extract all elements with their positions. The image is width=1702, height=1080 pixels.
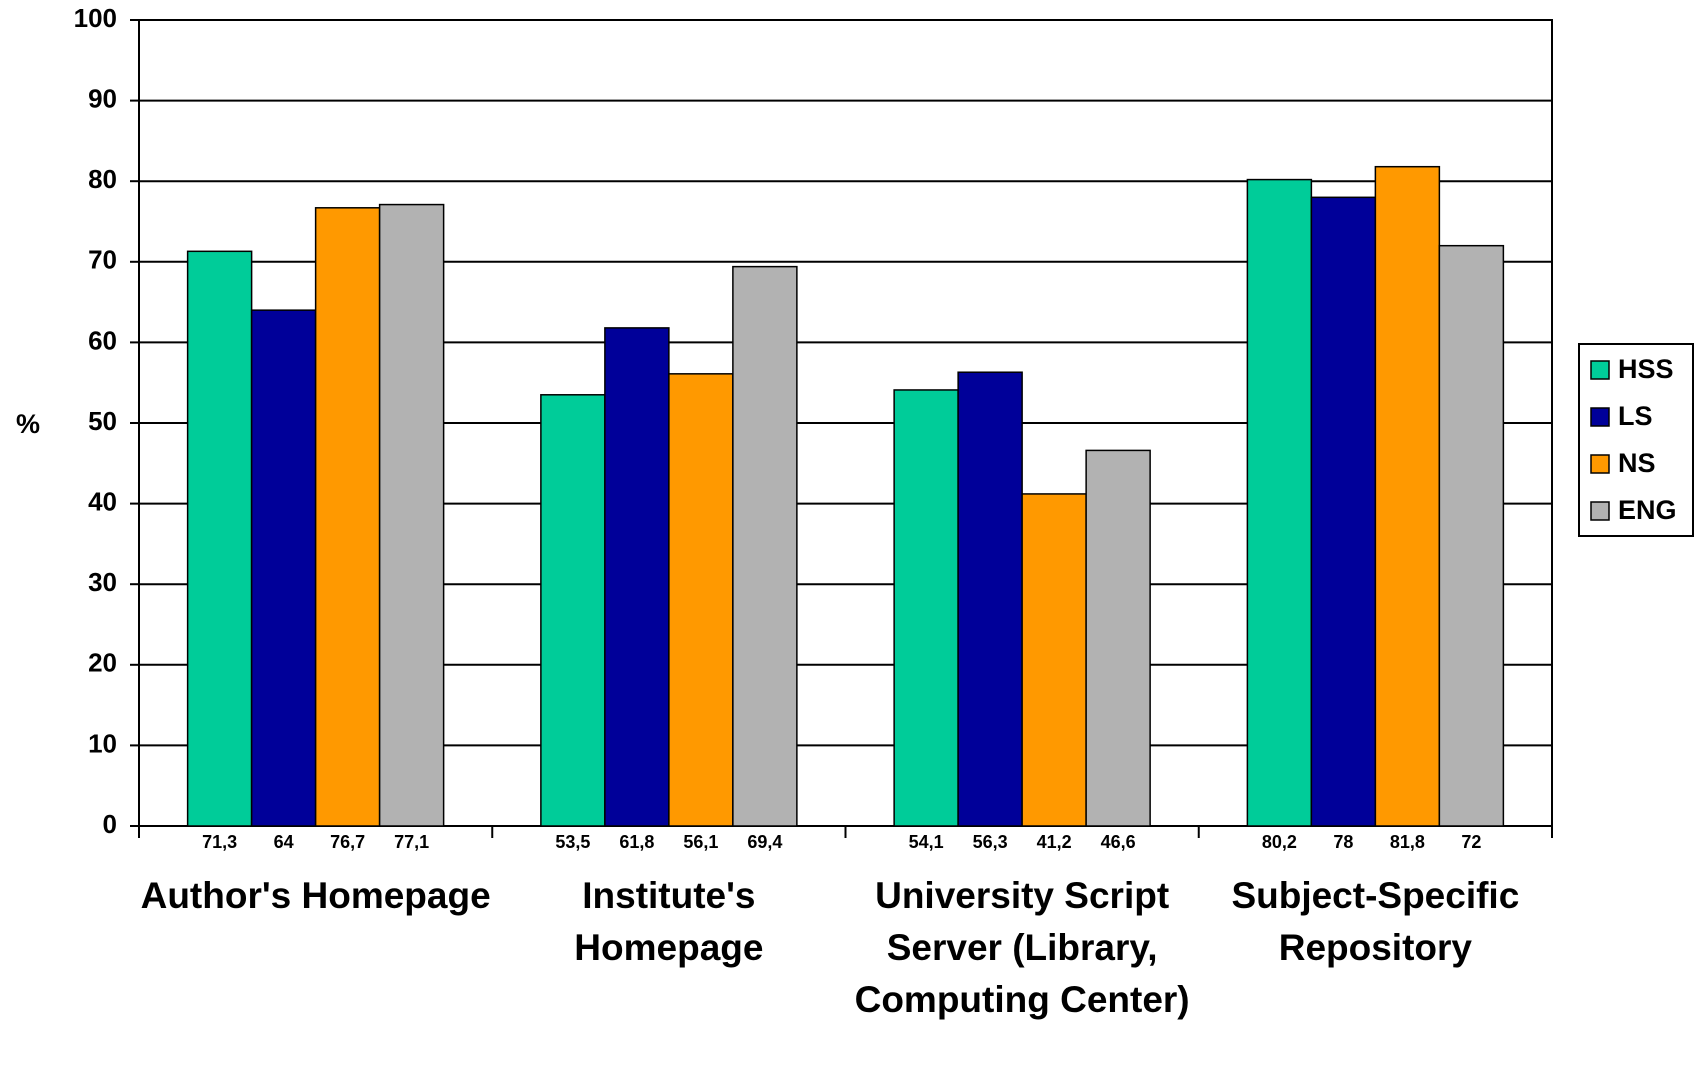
value-label: 78 — [1333, 832, 1353, 852]
value-label: 56,3 — [973, 832, 1008, 852]
value-label: 53,5 — [555, 832, 590, 852]
legend-label: LS — [1618, 401, 1653, 431]
value-label: 46,6 — [1101, 832, 1136, 852]
value-label: 54,1 — [909, 832, 944, 852]
legend-label: NS — [1618, 448, 1656, 478]
y-tick-label: 10 — [88, 728, 117, 758]
bar — [314, 207, 381, 827]
value-label: 71,3 — [202, 832, 237, 852]
bar — [893, 389, 959, 827]
value-label: 80,2 — [1262, 832, 1297, 852]
y-tick-label: 30 — [88, 567, 117, 597]
legend-swatch — [1590, 501, 1610, 521]
legend-swatch — [1590, 407, 1610, 427]
y-tick-label: 0 — [103, 809, 117, 839]
bar — [1021, 493, 1087, 827]
legend-label: ENG — [1618, 495, 1677, 525]
y-tick-label: 20 — [88, 648, 117, 678]
value-label: 81,8 — [1390, 832, 1425, 852]
y-tick-label: 40 — [88, 486, 117, 516]
bar — [668, 373, 734, 827]
x-tick-label: Institute's Homepage — [574, 875, 764, 968]
y-tick-label: 70 — [88, 245, 117, 275]
value-label: 76,7 — [330, 832, 365, 852]
bar — [1438, 244, 1505, 827]
value-label: 56,1 — [683, 832, 718, 852]
y-tick-label: 50 — [88, 406, 117, 436]
y-axis-label: % — [16, 409, 40, 439]
value-label: 77,1 — [394, 832, 429, 852]
x-tick-label: Author's Homepage — [140, 875, 491, 916]
bar — [604, 327, 670, 827]
bar — [378, 203, 445, 827]
x-tick-label: University Script Server (Library, Compu… — [854, 875, 1190, 1020]
bar — [1374, 165, 1441, 827]
bar — [1085, 449, 1151, 827]
legend-label: HSS — [1618, 354, 1674, 384]
x-tick-label: Subject-Specific Repository — [1231, 875, 1520, 968]
value-label: 72 — [1461, 832, 1481, 852]
y-tick-label: 100 — [74, 3, 117, 33]
y-tick-label: 90 — [88, 83, 117, 113]
legend-swatch — [1590, 454, 1610, 474]
y-tick-label: 60 — [88, 325, 117, 355]
bar — [957, 371, 1023, 827]
bar — [1310, 196, 1377, 827]
bar — [540, 394, 606, 827]
value-label: 41,2 — [1037, 832, 1072, 852]
value-label: 61,8 — [619, 832, 654, 852]
value-label: 64 — [274, 832, 294, 852]
value-label: 69,4 — [747, 832, 782, 852]
bar — [1246, 178, 1313, 827]
bar — [186, 250, 253, 827]
bar — [250, 309, 317, 827]
y-tick-label: 80 — [88, 164, 117, 194]
bar — [732, 265, 798, 827]
legend-swatch — [1590, 360, 1610, 380]
